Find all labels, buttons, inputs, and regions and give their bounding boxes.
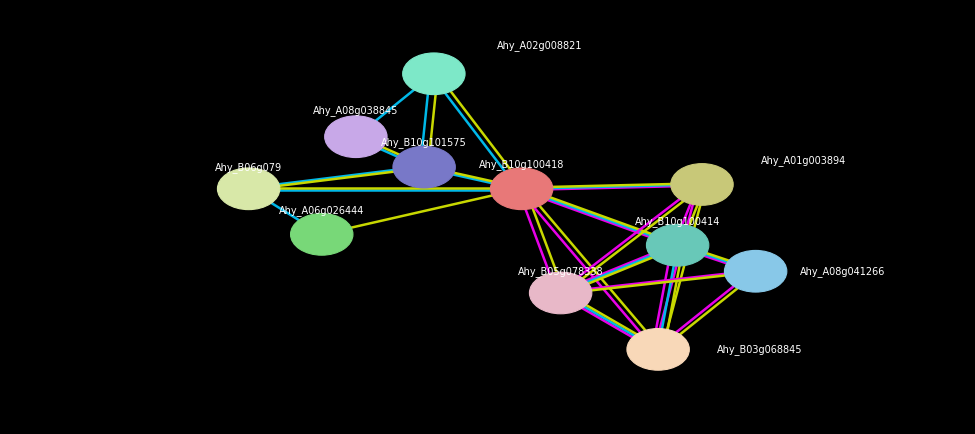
Text: Ahy_B10g101575: Ahy_B10g101575 bbox=[381, 137, 467, 148]
Ellipse shape bbox=[490, 168, 553, 210]
Text: Ahy_A02g008821: Ahy_A02g008821 bbox=[497, 40, 583, 51]
Ellipse shape bbox=[403, 53, 465, 95]
Ellipse shape bbox=[627, 329, 689, 370]
Ellipse shape bbox=[724, 250, 787, 292]
Text: Ahy_B05g078338: Ahy_B05g078338 bbox=[518, 266, 604, 277]
Text: Ahy_B10g100418: Ahy_B10g100418 bbox=[479, 158, 565, 170]
Text: Ahy_A08g041266: Ahy_A08g041266 bbox=[800, 266, 885, 277]
Text: Ahy_A08g038845: Ahy_A08g038845 bbox=[313, 105, 399, 116]
Ellipse shape bbox=[217, 168, 280, 210]
Ellipse shape bbox=[291, 214, 353, 255]
Ellipse shape bbox=[393, 146, 455, 188]
Text: Ahy_B03g068845: Ahy_B03g068845 bbox=[717, 344, 802, 355]
Text: Ahy_B10g100414: Ahy_B10g100414 bbox=[635, 216, 721, 227]
Ellipse shape bbox=[529, 272, 592, 314]
Text: Ahy_B06g079: Ahy_B06g079 bbox=[215, 161, 282, 173]
Ellipse shape bbox=[671, 164, 733, 205]
Ellipse shape bbox=[325, 116, 387, 158]
Text: Ahy_A06g026444: Ahy_A06g026444 bbox=[279, 205, 365, 216]
Text: Ahy_A01g003894: Ahy_A01g003894 bbox=[760, 155, 845, 166]
Ellipse shape bbox=[646, 224, 709, 266]
